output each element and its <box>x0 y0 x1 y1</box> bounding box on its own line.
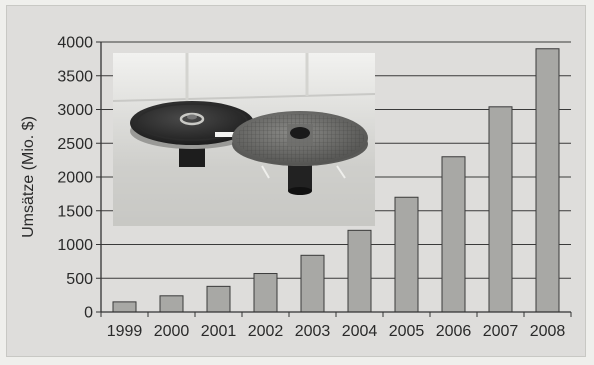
x-axis-ticks: 1999 2000 2001 2002 2003 2004 2005 2006 2007 2008 <box>100 312 572 340</box>
x-tick-label: 2003 <box>295 323 331 340</box>
x-tick-label: 2004 <box>342 323 378 340</box>
bar-2008 <box>535 48 560 313</box>
y-axis-title: Umsätze (Mio. $) <box>20 116 37 238</box>
bar-2000 <box>159 295 184 313</box>
bar-2007 <box>488 106 513 313</box>
bar-2001 <box>206 285 231 313</box>
x-tick-label: 2001 <box>201 323 237 340</box>
bar-2004 <box>347 229 372 313</box>
y-tick-label: 500 <box>66 271 93 288</box>
y-tick-label: 1500 <box>57 203 93 220</box>
y-tick-label: 2500 <box>57 136 93 153</box>
y-tick-label: 3500 <box>57 68 93 85</box>
x-tick-label: 2006 <box>436 323 472 340</box>
bar-2006 <box>441 156 466 313</box>
x-tick-label: 2007 <box>483 323 519 340</box>
x-tick-label: 1999 <box>107 323 143 340</box>
y-tick-label: 0 <box>84 305 93 322</box>
bar-chart: 0 500 1000 1500 2000 2500 3000 3500 4000 <box>20 35 572 340</box>
y-tick-label: 3000 <box>57 102 93 119</box>
x-tick-label: 2005 <box>389 323 425 340</box>
bar-2003 <box>300 254 325 313</box>
x-tick-label: 2000 <box>154 323 190 340</box>
bar-1999 <box>112 301 137 313</box>
y-axis-ticks: 0 500 1000 1500 2000 2500 3000 3500 4000 <box>57 35 101 322</box>
y-tick-label: 1000 <box>57 237 93 254</box>
x-tick-label: 2002 <box>248 323 284 340</box>
bar-2005 <box>394 196 419 313</box>
y-tick-label: 2000 <box>57 170 93 187</box>
bar-2002 <box>253 273 278 313</box>
chart-figure: 0 500 1000 1500 2000 2500 3000 3500 4000 <box>6 5 586 357</box>
inset-photo <box>112 53 376 226</box>
y-tick-label: 4000 <box>57 35 93 52</box>
bars <box>112 48 560 313</box>
x-tick-label: 2008 <box>530 323 566 340</box>
